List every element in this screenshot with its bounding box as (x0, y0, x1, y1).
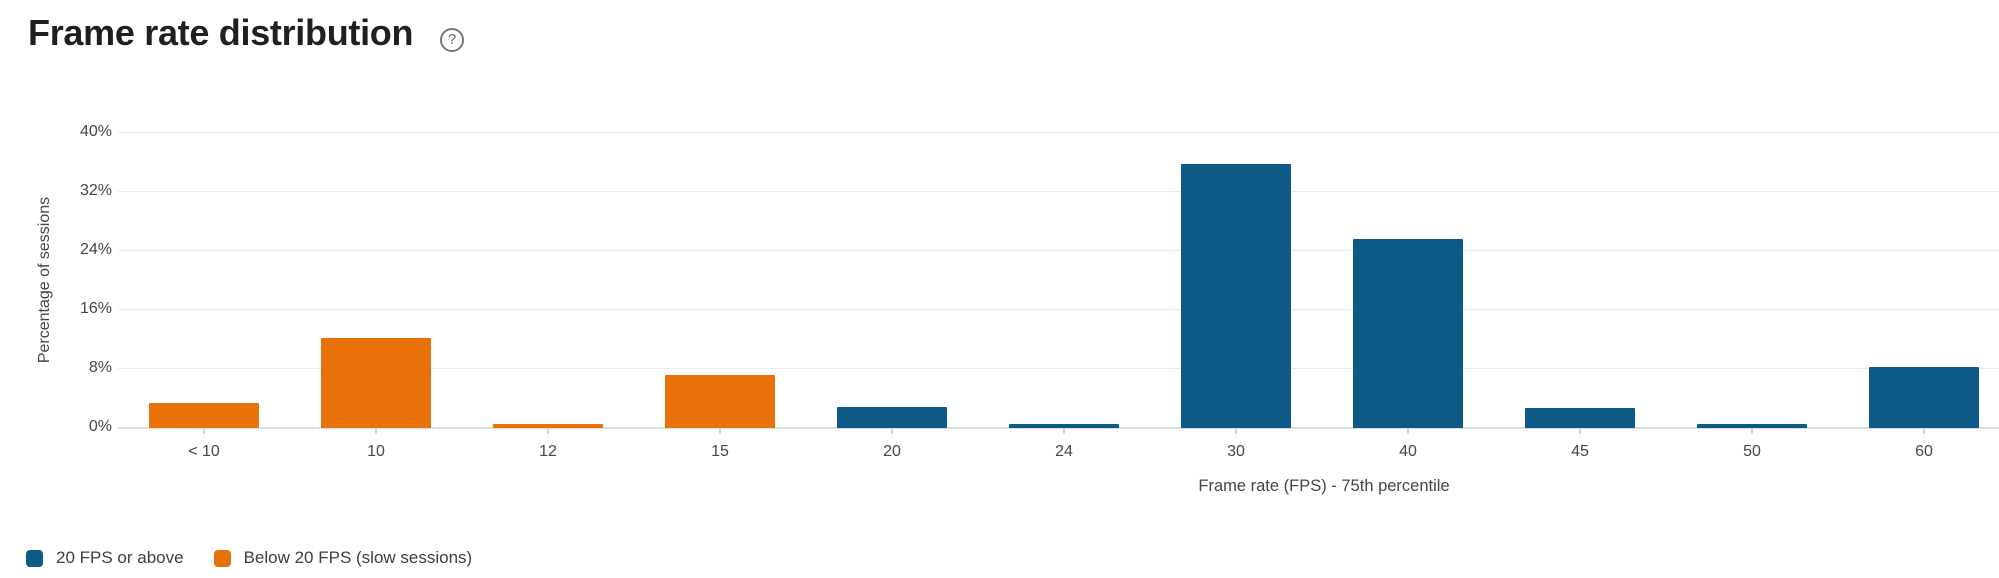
legend-swatch-orange (213, 549, 231, 567)
legend-swatch-blue (26, 549, 43, 567)
x-tick-mark (891, 428, 893, 434)
x-tick-mark (375, 428, 377, 434)
question-mark-glyph: ? (447, 31, 457, 48)
legend-item-20-fps-or-above[interactable]: 20 FPS or above (26, 548, 184, 568)
x-tick-label-lt-10: < 10 (188, 443, 220, 460)
legend-label: Below 20 FPS (slow sessions) (243, 548, 473, 567)
x-tick-mark (547, 428, 549, 434)
x-tick-mark (1579, 428, 1581, 434)
y-tick-label: 16% (79, 300, 112, 317)
y-tick-label: 32% (79, 182, 112, 199)
gridline (118, 368, 1999, 369)
x-tick-label-20: 20 (883, 443, 901, 460)
y-axis-title: Percentage of sessions (36, 196, 53, 364)
bar-50[interactable] (1697, 424, 1807, 428)
x-axis-title: Frame rate (FPS) - 75th percentile (1198, 477, 1450, 495)
legend-label: 20 FPS or above (56, 548, 184, 567)
gridline (118, 250, 1999, 251)
y-tick-label: 0% (88, 418, 112, 435)
x-tick-label-45: 45 (1571, 443, 1589, 460)
bar-15[interactable] (665, 374, 775, 428)
x-tick-mark (203, 428, 205, 434)
bar-60[interactable] (1869, 366, 1979, 428)
bar-lt-10[interactable] (149, 402, 259, 428)
legend-item-below-20-fps[interactable]: Below 20 FPS (slow sessions) (213, 548, 473, 568)
x-tick-mark (1751, 428, 1753, 434)
x-tick-label-40: 40 (1399, 443, 1417, 460)
x-tick-mark (1063, 428, 1065, 434)
bar-20[interactable] (837, 407, 947, 428)
x-tick-label-50: 50 (1743, 443, 1761, 460)
x-tick-label-15: 15 (711, 443, 729, 460)
bar-24[interactable] (1009, 424, 1119, 428)
x-tick-label-12: 12 (539, 443, 557, 460)
bar-12[interactable] (493, 424, 603, 428)
y-tick-label: 8% (88, 359, 112, 376)
x-tick-mark (1923, 428, 1925, 434)
y-tick-label: 24% (79, 241, 112, 258)
x-tick-label-24: 24 (1055, 443, 1073, 460)
bar-40[interactable] (1353, 239, 1463, 428)
plot-area: < 10 10 12 15 20 24 30 40 45 50 60 (118, 132, 1999, 460)
x-axis-baseline (118, 427, 1999, 429)
bar-10[interactable] (321, 338, 431, 428)
x-tick-label-30: 30 (1227, 443, 1245, 460)
chart-legend: 20 FPS or above Below 20 FPS (slow sessi… (26, 548, 472, 568)
x-tick-mark (719, 428, 721, 434)
help-icon[interactable]: ? (440, 28, 464, 52)
x-tick-mark (1235, 428, 1237, 434)
gridline (118, 191, 1999, 192)
bar-30[interactable] (1181, 163, 1291, 428)
bar-45[interactable] (1525, 408, 1635, 428)
gridline (118, 309, 1999, 310)
gridline (118, 132, 1999, 133)
page-title: Frame rate distribution (28, 12, 414, 53)
x-tick-mark (1407, 428, 1409, 434)
y-tick-label: 40% (79, 123, 112, 140)
x-tick-label-10: 10 (367, 443, 385, 460)
x-tick-label-60: 60 (1915, 443, 1933, 460)
